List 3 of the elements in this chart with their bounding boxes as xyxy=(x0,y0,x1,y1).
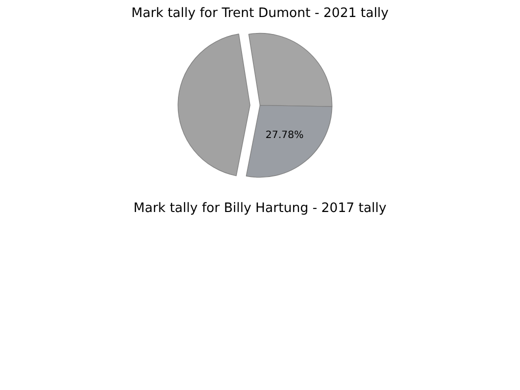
text: Mark tally for Billy Hartung - 2017 tally xyxy=(134,201,387,216)
chart-title: Mark tally for Trent Dumont - 2021 tally xyxy=(131,6,389,21)
data-label: 27.78% xyxy=(265,130,304,142)
